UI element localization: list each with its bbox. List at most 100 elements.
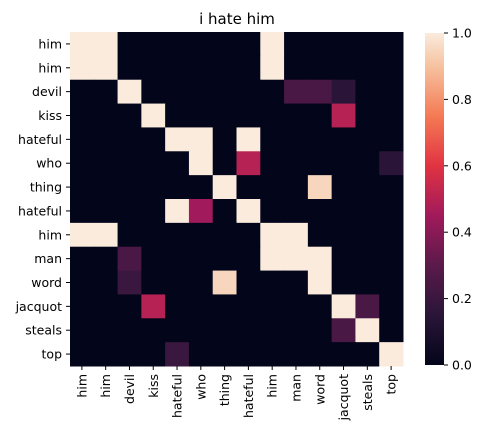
heatmap-cell xyxy=(307,222,333,248)
heatmap-cell xyxy=(165,175,190,200)
y-tick-label: him xyxy=(38,36,62,51)
x-tick-label: man xyxy=(288,374,303,402)
x-tick-label: who xyxy=(193,374,208,400)
heatmap-cell xyxy=(284,318,309,343)
heatmap-cell xyxy=(188,32,214,57)
heatmap-cell xyxy=(165,151,190,176)
heatmap-cell xyxy=(307,246,333,272)
heatmap-cell xyxy=(117,32,142,57)
heatmap-cell xyxy=(93,79,119,105)
heatmap-cell xyxy=(355,79,380,105)
heatmap-cell xyxy=(284,294,309,319)
heatmap-cell xyxy=(236,79,261,105)
heatmap-cell xyxy=(355,151,380,176)
heatmap-cell xyxy=(260,103,285,128)
heatmap-cell xyxy=(260,270,285,295)
heatmap-cell xyxy=(307,55,333,81)
heatmap-cell xyxy=(141,222,166,248)
heatmap-cell xyxy=(165,222,190,248)
x-tick-label: hateful xyxy=(170,374,185,418)
y-tick-label: steals xyxy=(25,323,62,338)
heatmap-cell xyxy=(307,151,333,176)
heatmap-cell xyxy=(70,246,95,272)
heatmap-cell xyxy=(70,175,95,200)
heatmap-cell xyxy=(165,294,190,319)
heatmap-cell xyxy=(117,199,142,224)
chart-title: i hate him xyxy=(199,10,275,28)
heatmap-cell xyxy=(331,342,356,367)
heatmap-cell xyxy=(165,55,190,81)
heatmap-cell xyxy=(236,32,261,57)
heatmap-cell xyxy=(260,246,285,272)
heatmap-cell xyxy=(212,294,237,319)
colorbar-tick-label: 0.0 xyxy=(452,358,472,373)
heatmap-cell xyxy=(141,318,166,343)
heatmap-cell xyxy=(70,103,95,128)
y-tick-labels: him him devil kiss hateful who thing hateful him… xyxy=(15,36,70,362)
heatmap-cell xyxy=(236,294,261,319)
y-tick-label: jacquot xyxy=(15,299,63,314)
heatmap-cell xyxy=(379,151,404,176)
heatmap-cell xyxy=(236,270,261,295)
heatmap-cell xyxy=(70,151,95,176)
heatmap-cell xyxy=(379,246,404,272)
heatmap-cell xyxy=(331,151,356,176)
heatmap-cell xyxy=(284,342,309,367)
heatmap-cell xyxy=(355,127,380,152)
heatmap-cell xyxy=(307,270,333,295)
heatmap-cell xyxy=(117,342,142,367)
heatmap-cell xyxy=(93,151,119,176)
heatmap-cell xyxy=(141,79,166,105)
y-tick-label: hateful xyxy=(18,203,62,218)
y-tick-label: top xyxy=(42,347,63,362)
heatmap-cell xyxy=(331,222,356,248)
heatmap-cell xyxy=(93,127,119,152)
y-tick-label: hateful xyxy=(18,132,62,147)
heatmap-cell xyxy=(141,294,166,319)
heatmap-cell xyxy=(93,199,119,224)
heatmap-cell xyxy=(284,199,309,224)
heatmap-cell xyxy=(212,55,237,81)
heatmap-cell xyxy=(70,199,95,224)
heatmap-cell xyxy=(236,199,261,224)
heatmap-cell xyxy=(379,175,404,200)
heatmap-cell xyxy=(331,103,356,128)
y-tick-label: man xyxy=(34,251,62,266)
heatmap-cell xyxy=(117,127,142,152)
heatmap-cell xyxy=(284,32,309,57)
heatmap-cell xyxy=(355,199,380,224)
heatmap-cell xyxy=(93,175,119,200)
heatmap-cell xyxy=(284,175,309,200)
heatmap-cell xyxy=(379,127,404,152)
heatmap-cell xyxy=(165,127,190,152)
heatmap-cell xyxy=(355,342,380,367)
heatmap-cell xyxy=(93,270,119,295)
heatmap-cell xyxy=(141,175,166,200)
heatmap-cell xyxy=(212,151,237,176)
heatmap-cell xyxy=(331,246,356,272)
heatmap-cell xyxy=(188,294,214,319)
heatmap-cell xyxy=(117,55,142,81)
x-tick-label: jacquot xyxy=(336,374,351,422)
heatmap-cell xyxy=(188,222,214,248)
y-tick-label: him xyxy=(38,60,62,75)
heatmap-cell xyxy=(93,318,119,343)
heatmap-cell xyxy=(379,55,404,81)
y-tick-label: devil xyxy=(32,84,62,99)
colorbar-tick-label: 0.8 xyxy=(452,92,472,107)
heatmap-cell xyxy=(379,32,404,57)
heatmap-cell xyxy=(260,175,285,200)
heatmap-cell xyxy=(331,199,356,224)
heatmap-cell xyxy=(331,294,356,319)
heatmap-cell xyxy=(93,222,119,248)
colorbar xyxy=(425,33,444,365)
x-tick-label: hateful xyxy=(241,374,256,418)
heatmap-cell xyxy=(355,246,380,272)
heatmap-cell xyxy=(165,79,190,105)
heatmap-cell xyxy=(141,270,166,295)
heatmap-cell xyxy=(212,270,237,295)
heatmap-cell xyxy=(355,318,380,343)
colorbar-tick-label: 0.6 xyxy=(452,158,472,173)
heatmap-cell xyxy=(260,294,285,319)
heatmap-cell xyxy=(284,151,309,176)
